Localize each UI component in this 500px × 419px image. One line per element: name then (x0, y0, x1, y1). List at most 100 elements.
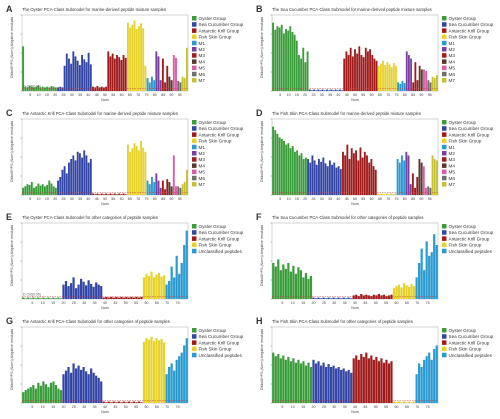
bar-fish_skin (126, 22, 129, 92)
legend-entry: Fish Skin Group (199, 347, 232, 352)
bar-fish_skin (140, 141, 142, 195)
x-tick-label: 10 (37, 93, 41, 97)
bar-fish_skin (133, 143, 136, 195)
legend-entry: M1 (199, 145, 206, 150)
legend-swatch (192, 144, 197, 150)
bar-sea_cucumber (97, 377, 100, 403)
x-tick-label: 40 (336, 197, 340, 201)
bar-fish_skin (142, 277, 146, 299)
bar-oyster (292, 265, 295, 299)
bar-fish_skin (383, 194, 386, 195)
legend-entry: M4 (449, 163, 456, 168)
bar-krill (105, 402, 108, 403)
bar-sea_cucumber (319, 90, 322, 91)
bar-krill (387, 363, 391, 403)
chart-title: The Sea Cucumber PCA-Class Submodel for … (272, 215, 424, 220)
x-tick-label: 75 (395, 93, 399, 97)
bar-M1 (146, 180, 149, 195)
x-tick-label: 50 (124, 301, 128, 305)
x-tick-label: 40 (353, 301, 357, 305)
x-tick-label: 45 (113, 405, 117, 409)
bar-krill (137, 297, 141, 299)
bar-oyster (59, 298, 63, 299)
bar-unclassified (173, 370, 176, 403)
bar-krill (367, 51, 369, 91)
bar-oyster (22, 297, 25, 299)
legend-swatch (192, 120, 197, 125)
bar-krill (359, 147, 362, 195)
bar-krill (360, 354, 363, 403)
bar-oyster (26, 184, 29, 195)
bar-unclassified (428, 255, 431, 299)
bar-oyster (49, 382, 53, 403)
legend-entry: M5 (449, 66, 456, 71)
x-tick-label: 5 (279, 93, 281, 97)
x-tick-label: 70 (165, 301, 169, 305)
chart-svg-d: D The Fish Skin PCA-Class Submodel for ma… (256, 108, 494, 206)
plot-area (21, 222, 189, 300)
bar-sea_cucumber (345, 371, 348, 403)
bar-unclassified (423, 359, 426, 403)
bar-fish_skin (157, 340, 161, 403)
x-tick-label: 30 (70, 93, 74, 97)
x-tick-label: 70 (386, 197, 390, 201)
legend-swatch (442, 242, 447, 248)
bar-unclassified (420, 367, 423, 403)
x-axis-label: Num (101, 410, 109, 414)
bar-krill (98, 194, 101, 195)
legend-entry: Antarctic Krill Group (199, 236, 240, 241)
bar-sea_cucumber (87, 162, 90, 195)
cutoff-label: D-Crit(0.05) (23, 292, 41, 296)
legend-swatch (192, 182, 197, 187)
bar-krill (125, 402, 128, 403)
legend-entry: Antarctic Krill Group (449, 236, 490, 241)
legend-entry: Oyster Group (199, 120, 227, 125)
legend-entry: M5 (199, 170, 206, 175)
bar-sea_cucumber (85, 155, 88, 195)
bar-oyster (50, 183, 53, 195)
bar-fish_skin (410, 402, 413, 403)
bar-krill (118, 193, 121, 195)
x-tick-label: 10 (287, 93, 291, 97)
bar-fish_skin (385, 193, 388, 195)
x-tick-label: 15 (51, 405, 55, 409)
bar-oyster (37, 382, 40, 403)
bar-sea_cucumber (92, 372, 95, 403)
bar-oyster (42, 297, 45, 299)
bar-M1 (398, 162, 401, 195)
bar-krill (122, 55, 125, 91)
bar-oyster (272, 263, 275, 299)
x-tick-label: 65 (128, 93, 132, 97)
bar-sea_cucumber (350, 372, 353, 403)
bar-M1 (403, 160, 406, 195)
bar-sea_cucumber (320, 161, 323, 195)
bar-sea_cucumber (333, 162, 336, 195)
x-tick-label: 95 (428, 197, 432, 201)
bar-oyster (52, 381, 55, 403)
legend-entry: M7 (449, 182, 456, 187)
x-tick-label: 80 (403, 197, 407, 201)
legend-entry: M7 (199, 182, 206, 187)
bar-krill (347, 55, 350, 91)
legend-swatch (442, 224, 447, 229)
x-tick-label: 35 (343, 405, 347, 409)
bar-M2 (155, 51, 158, 91)
chart-svg-b: B The Sea Cucumber PCA-Class Submodel for… (256, 4, 494, 102)
x-tick-label: 70 (136, 197, 140, 201)
legend-swatch (442, 334, 447, 339)
bar-oyster (285, 144, 288, 195)
bar-sea_cucumber (70, 159, 73, 195)
y-axis-label: DModX^PS (Norm) Negative residuals (260, 225, 264, 286)
x-tick-label: 40 (103, 405, 107, 409)
bar-oyster (24, 298, 27, 299)
x-tick-label: 35 (93, 405, 97, 409)
bar-unclassified (430, 359, 433, 403)
bar-krill (385, 359, 388, 403)
x-tick-label: 15 (301, 301, 305, 305)
bar-oyster (285, 29, 287, 91)
bar-M7 (435, 160, 438, 195)
bar-M3 (164, 189, 167, 195)
legend-swatch (192, 138, 197, 144)
bar-oyster (309, 275, 313, 299)
bar-sea_cucumber (87, 52, 90, 91)
